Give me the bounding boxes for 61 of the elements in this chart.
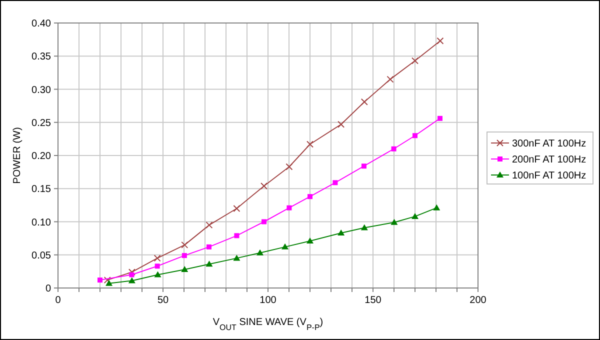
legend-label: 300nF AT 100Hz: [512, 138, 586, 150]
point: [128, 277, 136, 284]
point: [391, 146, 396, 152]
point: [233, 205, 240, 212]
y-tick-label: 0.10: [32, 217, 52, 228]
point: [338, 120, 345, 128]
point: [332, 180, 338, 186]
point: [182, 253, 187, 258]
point: [233, 254, 240, 261]
x-tick-label: 50: [157, 295, 169, 306]
point: [306, 237, 314, 244]
point: [260, 182, 268, 190]
point: [286, 163, 293, 170]
point: [386, 76, 394, 83]
point: [390, 218, 398, 225]
y-tick-label: 0.40: [32, 18, 52, 30]
y-tick-label: 0.15: [32, 184, 52, 196]
point: [104, 276, 111, 284]
point: [262, 219, 267, 224]
point: [436, 37, 444, 44]
point: [412, 57, 418, 64]
legend-label: 100nF AT 100Hz: [512, 170, 586, 182]
point: [129, 272, 134, 278]
point: [206, 260, 213, 267]
point: [154, 264, 160, 269]
y-tick-label: 0: [45, 284, 52, 294]
x-tick-label: 0: [55, 295, 62, 306]
point: [206, 222, 213, 229]
point: [360, 224, 368, 230]
x-axis-title: V$_{OUT}$ SINE WAVE (V$_{P-P}$): [212, 317, 324, 332]
point: [412, 133, 418, 138]
point: [286, 205, 292, 210]
point: [154, 271, 162, 278]
y-tick-label: 0.30: [32, 84, 52, 96]
point: [106, 280, 113, 286]
point: [256, 249, 264, 256]
x-tick-label: 200: [470, 295, 487, 306]
x-tick-label: 100: [260, 295, 277, 306]
legend-label: 200nF AT 100Hz: [512, 154, 586, 166]
point: [412, 212, 418, 219]
point: [234, 233, 240, 238]
point: [128, 268, 136, 276]
y-axis-title: POWER (W): [12, 127, 23, 184]
x-tick-label: 150: [364, 295, 382, 306]
y-tick-label: 0.05: [32, 250, 52, 262]
point: [98, 278, 102, 283]
point: [360, 98, 368, 106]
point: [181, 241, 188, 248]
point: [433, 204, 440, 210]
y-tick-label: 0.35: [32, 52, 52, 63]
point: [181, 266, 188, 272]
point: [308, 194, 312, 200]
y-tick-label: 0.20: [32, 151, 52, 162]
point: [282, 243, 289, 250]
y-tick-label: 0.25: [32, 118, 52, 129]
point: [437, 116, 442, 121]
point: [206, 244, 212, 250]
point: [306, 140, 314, 148]
point: [338, 230, 345, 236]
point: [154, 254, 161, 262]
point: [361, 164, 366, 169]
